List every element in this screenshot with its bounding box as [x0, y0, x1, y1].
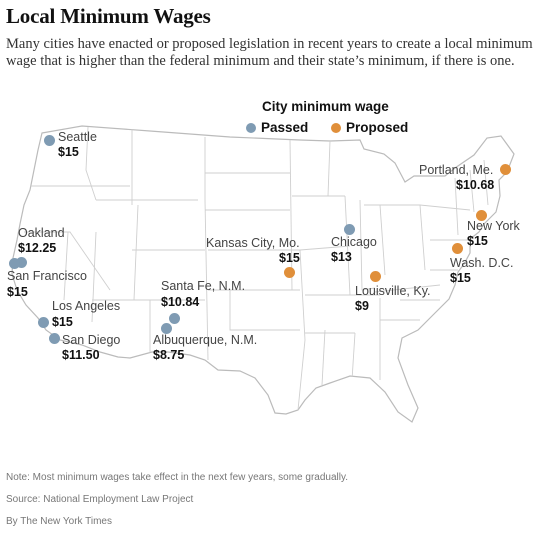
legend-title: City minimum wage: [262, 99, 389, 114]
chart-subtitle: Many cities have enacted or proposed leg…: [6, 36, 533, 69]
seattle-name-label: Seattle: [58, 130, 97, 144]
san-diego-wage-label: $11.50: [62, 348, 100, 362]
kansas-city-mo-name-label: Kansas City, Mo.: [206, 236, 300, 250]
san-francisco-name-label: San Francisco: [7, 269, 87, 283]
wash-d-c-wage-label: $15: [450, 271, 471, 285]
new-york-marker-dot: [475, 209, 487, 221]
new-york-wage-label: $15: [467, 234, 488, 248]
seattle-wage-label: $15: [58, 145, 79, 159]
chicago-name-label: Chicago: [331, 235, 377, 249]
oakland-wage-label: $12.25: [18, 241, 57, 255]
louisville-ky-name-label: Louisville, Ky.: [355, 284, 431, 298]
portland-me-marker-dot: [499, 163, 511, 175]
san-diego-name-label: San Diego: [62, 333, 121, 347]
legend-proposed-label: Proposed: [346, 120, 409, 135]
state-borders: [20, 126, 489, 411]
san-francisco-wage-label: $15: [7, 285, 28, 299]
wash-d-c-name-label: Wash. D.C.: [450, 256, 514, 270]
footer-source: Source: National Employment Law Project: [6, 494, 194, 505]
passed-dot-icon: [246, 122, 256, 133]
chicago-wage-label: $13: [331, 250, 352, 264]
albuquerque-n-m-marker-dot: [160, 322, 172, 334]
santa-fe-n-m-name-label: Santa Fe, N.M.: [161, 279, 246, 293]
wash-d-c-marker-dot: [451, 242, 463, 254]
louisville-ky-wage-label: $9: [355, 299, 369, 313]
portland-me-wage-label: $10.68: [456, 178, 495, 192]
proposed-dot-icon: [331, 122, 341, 133]
kansas-city-mo-wage-label: $15: [279, 251, 300, 265]
san-francisco-marker-dot: [8, 257, 20, 269]
kansas-city-mo-marker-dot: [283, 266, 295, 278]
albuquerque-n-m-name-label: Albuquerque, N.M.: [153, 333, 258, 347]
chicago-marker-dot: [343, 223, 355, 235]
new-york-name-label: New York: [467, 219, 520, 233]
seattle-marker-dot: [43, 134, 55, 146]
albuquerque-n-m-wage-label: $8.75: [153, 348, 185, 362]
chart-title: Local Minimum Wages: [6, 4, 211, 28]
louisville-ky-marker-dot: [369, 270, 381, 282]
santa-fe-n-m-marker-dot: [168, 312, 180, 324]
legend-proposed: Proposed: [331, 120, 408, 135]
los-angeles-wage-label: $15: [52, 315, 73, 329]
footer-note: Note: Most minimum wages take effect in …: [6, 472, 349, 483]
portland-me-name-label: Portland, Me.: [419, 163, 494, 177]
legend-passed: Passed: [246, 120, 308, 135]
san-diego-marker-dot: [48, 332, 60, 344]
los-angeles-marker-dot: [37, 316, 49, 328]
oakland-name-label: Oakland: [18, 226, 65, 240]
santa-fe-n-m-wage-label: $10.84: [161, 295, 200, 309]
los-angeles-name-label: Los Angeles: [52, 299, 121, 313]
footer-credit: By The New York Times: [6, 516, 112, 527]
legend-passed-label: Passed: [261, 120, 309, 135]
oakland-marker-dot: [15, 256, 27, 268]
